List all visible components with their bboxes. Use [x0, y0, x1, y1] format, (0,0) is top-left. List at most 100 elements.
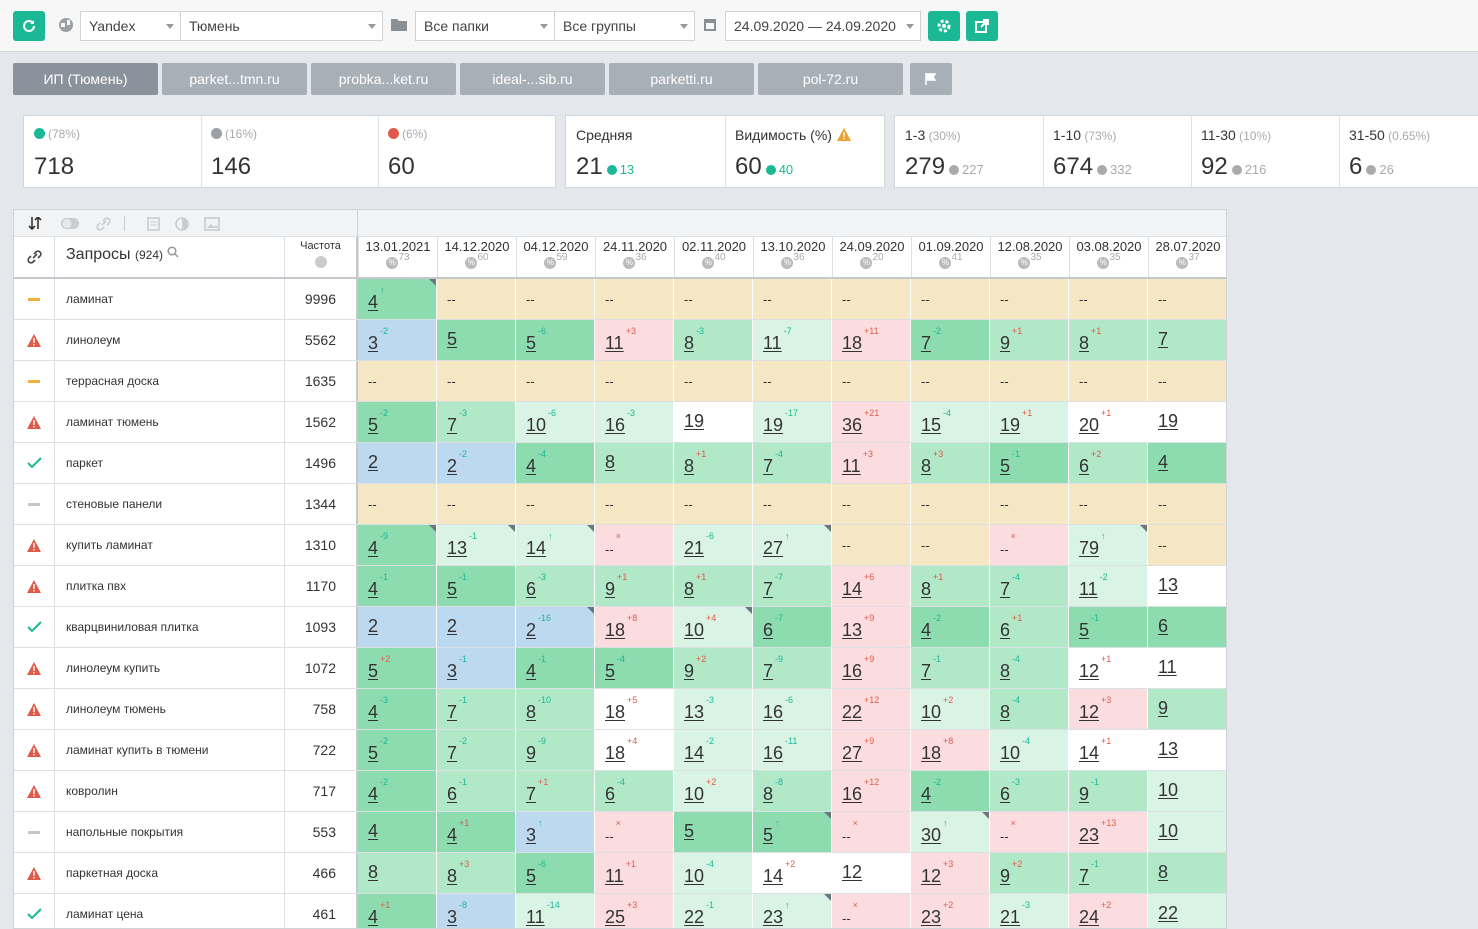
query-text[interactable]: паркетная доска: [55, 853, 285, 893]
position-cell[interactable]: 4-4: [516, 443, 595, 483]
position-cell[interactable]: --: [753, 279, 832, 319]
position-cell[interactable]: --: [753, 484, 832, 524]
position-cell[interactable]: 8+1: [674, 443, 753, 483]
position-cell[interactable]: 6-4: [595, 771, 674, 811]
position-cell[interactable]: 14+1: [1069, 730, 1148, 770]
position-cell[interactable]: 23↑: [753, 894, 832, 928]
position-cell[interactable]: 13-3: [674, 689, 753, 729]
position-cell[interactable]: 9+1: [595, 566, 674, 606]
position-cell[interactable]: 9+2: [674, 648, 753, 688]
position-cell[interactable]: 4: [1148, 443, 1226, 483]
query-text[interactable]: ламинат цена: [55, 894, 285, 928]
position-cell[interactable]: 5-6: [516, 853, 595, 893]
search-icon[interactable]: [167, 246, 179, 258]
position-cell[interactable]: 4-2: [358, 771, 437, 811]
position-cell[interactable]: --: [1069, 361, 1148, 401]
position-cell[interactable]: --×: [990, 812, 1069, 852]
position-cell[interactable]: 4-2: [911, 771, 990, 811]
queries-header[interactable]: Запросы (924): [55, 237, 285, 277]
position-cell[interactable]: 20+1: [1069, 402, 1148, 442]
position-cell[interactable]: --×: [832, 812, 911, 852]
position-cell[interactable]: 5-4: [595, 648, 674, 688]
tab-project-1[interactable]: parket...tmn.ru: [162, 63, 307, 95]
position-cell[interactable]: --: [1148, 279, 1226, 319]
position-cell[interactable]: 11: [1148, 648, 1226, 688]
position-cell[interactable]: 4-3: [358, 689, 437, 729]
position-cell[interactable]: 7-2: [437, 730, 516, 770]
position-cell[interactable]: --: [1148, 361, 1226, 401]
position-cell[interactable]: 5-1: [990, 443, 1069, 483]
position-cell[interactable]: 10+2: [911, 689, 990, 729]
settings-button[interactable]: [928, 11, 960, 41]
position-cell[interactable]: --: [674, 484, 753, 524]
query-text[interactable]: ламинат тюмень: [55, 402, 285, 442]
position-cell[interactable]: 8+1: [911, 566, 990, 606]
position-cell[interactable]: 7-9: [753, 648, 832, 688]
query-text[interactable]: плитка пвх: [55, 566, 285, 606]
position-cell[interactable]: 22+12: [832, 689, 911, 729]
position-cell[interactable]: 16-11: [753, 730, 832, 770]
position-cell[interactable]: --: [990, 484, 1069, 524]
position-cell[interactable]: 18+4: [595, 730, 674, 770]
position-cell[interactable]: 7-1: [911, 648, 990, 688]
position-cell[interactable]: 6+2: [1069, 443, 1148, 483]
position-cell[interactable]: 10+2: [674, 771, 753, 811]
query-text[interactable]: кварцвиниловая плитка: [55, 607, 285, 647]
position-cell[interactable]: 12+3: [911, 853, 990, 893]
position-cell[interactable]: 13+9: [832, 607, 911, 647]
position-cell[interactable]: 3↑: [516, 812, 595, 852]
position-cell[interactable]: --: [595, 279, 674, 319]
position-cell[interactable]: 10-4: [674, 853, 753, 893]
query-text[interactable]: купить ламинат: [55, 525, 285, 565]
query-text[interactable]: ламинат: [55, 279, 285, 319]
position-cell[interactable]: 10-4: [990, 730, 1069, 770]
position-cell[interactable]: 2: [358, 443, 437, 483]
position-cell[interactable]: 13: [1148, 730, 1226, 770]
position-cell[interactable]: 11-2: [1069, 566, 1148, 606]
position-cell[interactable]: 13: [1148, 566, 1226, 606]
position-cell[interactable]: 4↑: [358, 279, 437, 319]
position-cell[interactable]: --: [911, 279, 990, 319]
position-cell[interactable]: 14+2: [753, 853, 832, 893]
position-cell[interactable]: 14↑: [516, 525, 595, 565]
date-range-select[interactable]: 24.09.2020 — 24.09.2020: [725, 11, 921, 41]
date-column-header[interactable]: 13.01.2021% 73: [358, 237, 437, 277]
position-cell[interactable]: --: [1069, 484, 1148, 524]
document-icon[interactable]: [147, 217, 160, 231]
position-cell[interactable]: 14-2: [674, 730, 753, 770]
position-cell[interactable]: 19: [1148, 402, 1226, 442]
position-cell[interactable]: --: [358, 484, 437, 524]
position-cell[interactable]: 11+1: [595, 853, 674, 893]
position-cell[interactable]: --×: [990, 525, 1069, 565]
date-column-header[interactable]: 12.08.2020% 35: [990, 237, 1069, 277]
position-cell[interactable]: 5-1: [437, 566, 516, 606]
sort-icon[interactable]: [28, 217, 42, 230]
position-cell[interactable]: --×: [832, 894, 911, 928]
position-cell[interactable]: 8-8: [753, 771, 832, 811]
position-cell[interactable]: --: [516, 361, 595, 401]
tab-project-3[interactable]: ideal-...sib.ru: [460, 63, 605, 95]
date-column-header[interactable]: 02.11.2020% 40: [674, 237, 753, 277]
position-cell[interactable]: --: [437, 484, 516, 524]
position-cell[interactable]: 7-7: [753, 566, 832, 606]
position-cell[interactable]: 4-1: [516, 648, 595, 688]
position-cell[interactable]: --: [674, 279, 753, 319]
contrast-icon[interactable]: [175, 217, 189, 231]
position-cell[interactable]: 12+1: [1069, 648, 1148, 688]
position-cell[interactable]: 7: [1148, 320, 1226, 360]
position-cell[interactable]: 18+8: [911, 730, 990, 770]
position-cell[interactable]: --: [595, 361, 674, 401]
position-cell[interactable]: 21-6: [674, 525, 753, 565]
position-cell[interactable]: 24+2: [1069, 894, 1148, 928]
position-cell[interactable]: 6-3: [990, 771, 1069, 811]
query-text[interactable]: линолеум тюмень: [55, 689, 285, 729]
position-cell[interactable]: 8: [595, 443, 674, 483]
position-cell[interactable]: --: [674, 361, 753, 401]
position-cell[interactable]: 11-14: [516, 894, 595, 928]
position-cell[interactable]: 7+1: [516, 771, 595, 811]
export-button[interactable]: [966, 11, 998, 41]
position-cell[interactable]: 5-6: [516, 320, 595, 360]
position-cell[interactable]: 8+1: [1069, 320, 1148, 360]
position-cell[interactable]: 11-7: [753, 320, 832, 360]
position-cell[interactable]: 8+1: [674, 566, 753, 606]
